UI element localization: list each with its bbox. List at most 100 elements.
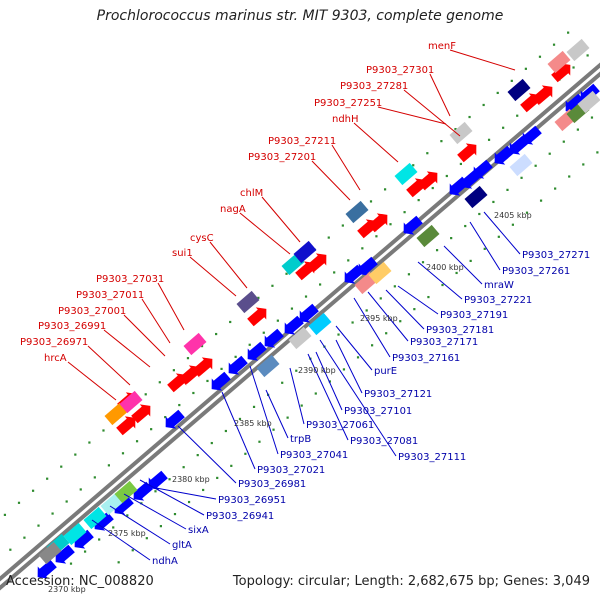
gene-block xyxy=(577,90,600,114)
forward-gene-arrow xyxy=(247,307,267,327)
guide-dot xyxy=(413,308,416,311)
guide-dot xyxy=(290,307,294,310)
reverse-gene xyxy=(494,145,514,165)
forward-gene xyxy=(533,85,553,105)
gene-label-p9303_27061: P9303_27061 xyxy=(306,420,374,431)
forward-gene-arrow xyxy=(116,416,136,436)
gene-block xyxy=(394,162,418,186)
guide-dot xyxy=(248,343,251,346)
reverse-gene-arrow xyxy=(473,159,493,179)
forward-gene-arrow xyxy=(533,85,553,105)
guide-dot xyxy=(496,91,499,95)
reverse-gene xyxy=(565,93,585,113)
reverse-gene-arrow xyxy=(299,303,319,323)
guide-dot xyxy=(341,224,344,227)
guide-dot xyxy=(164,416,167,419)
block-gene xyxy=(293,240,317,264)
gene-label-p9303_27111: P9303_27111 xyxy=(398,452,466,463)
reverse-gene-arrow xyxy=(264,328,284,348)
forward-gene xyxy=(457,143,477,163)
gene-block xyxy=(100,492,124,516)
gene-block xyxy=(507,78,531,102)
leader-line-reverse xyxy=(307,353,349,441)
guide-dot xyxy=(144,393,147,396)
tick-label: 2375 kbp xyxy=(108,529,146,538)
tick-label: 2385 kbp xyxy=(234,419,272,428)
reverse-gene xyxy=(165,409,185,429)
block-gene xyxy=(100,492,124,516)
guide-dot xyxy=(464,224,467,228)
guide-dot xyxy=(276,319,279,322)
gene-label-naga: nagA xyxy=(220,204,246,215)
gene-label-p9303_26951: P9303_26951 xyxy=(218,495,286,506)
guide-dot xyxy=(369,200,373,203)
guide-dot xyxy=(482,103,485,107)
reverse-gene-arrow xyxy=(94,511,114,531)
tick-label: 2405 kbp xyxy=(494,211,532,220)
guide-dot xyxy=(300,404,303,407)
guide-dot xyxy=(538,55,542,58)
gene-label-p9303_26941: P9303_26941 xyxy=(206,511,274,522)
guide-dot xyxy=(506,188,509,191)
leader-line-reverse xyxy=(289,367,305,425)
guide-dot xyxy=(342,368,346,371)
guide-dot xyxy=(502,126,505,129)
gene-label-p9303_27271: P9303_27271 xyxy=(522,250,590,261)
leader-line-forward xyxy=(403,89,461,137)
guide-dot xyxy=(69,562,73,565)
guide-dot xyxy=(187,500,191,504)
block-gene xyxy=(38,541,62,565)
leader-lines xyxy=(67,49,521,561)
guide-dot xyxy=(112,526,115,529)
leader-line-reverse xyxy=(367,291,409,342)
gene-label-ndha: ndhA xyxy=(152,556,178,567)
guide-dot xyxy=(186,357,190,360)
guide-dot xyxy=(459,162,462,166)
leader-line-reverse xyxy=(123,493,187,530)
accession-text: Accession: NC_008820 xyxy=(6,574,154,589)
gene-label-mraw: mraW xyxy=(484,280,514,291)
block-gene xyxy=(507,78,531,102)
guide-dot xyxy=(371,344,374,347)
guide-dot xyxy=(252,405,256,408)
leader-line-reverse xyxy=(397,285,439,315)
guide-dot xyxy=(412,164,415,167)
guide-dot xyxy=(107,464,110,467)
reverse-gene xyxy=(37,559,57,579)
gene-label-p9303_27001: P9303_27001 xyxy=(58,306,126,317)
reverse-gene xyxy=(403,215,423,235)
gene-block xyxy=(236,290,260,314)
forward-gene-arrow xyxy=(131,404,151,424)
guide-dot xyxy=(158,381,161,384)
reverse-gene-arrow xyxy=(494,145,514,165)
leader-line-reverse xyxy=(319,339,397,457)
guide-dot xyxy=(426,152,429,155)
guide-dot xyxy=(304,295,308,298)
block-gene xyxy=(566,38,590,62)
gene-label-sui1: sui1 xyxy=(172,248,193,259)
gene-block xyxy=(509,153,533,177)
gene-label-p9303_27191: P9303_27191 xyxy=(440,310,508,321)
gene-label-p9303_26981: P9303_26981 xyxy=(238,479,306,490)
guide-dot xyxy=(262,331,265,334)
guide-dot xyxy=(74,453,77,456)
guide-dot xyxy=(356,356,360,359)
reverse-gene xyxy=(358,256,378,276)
leader-line-reverse xyxy=(109,505,171,545)
leader-line-forward xyxy=(449,49,516,71)
gene-label-p9303_27031: P9303_27031 xyxy=(96,274,164,285)
reverse-gene xyxy=(94,511,114,531)
reverse-gene xyxy=(473,159,493,179)
gene-features xyxy=(37,38,600,579)
guide-dot xyxy=(286,416,289,419)
block-gene xyxy=(114,480,138,504)
guide-dot xyxy=(347,259,350,262)
gene-label-p9303_27281: P9303_27281 xyxy=(340,81,408,92)
reverse-gene xyxy=(228,355,248,375)
gene-block xyxy=(449,121,473,145)
block-gene xyxy=(394,162,418,186)
guide-dot xyxy=(281,381,284,384)
reverse-gene-arrow xyxy=(165,409,185,429)
gene-label-chlm: chlM xyxy=(240,188,263,199)
